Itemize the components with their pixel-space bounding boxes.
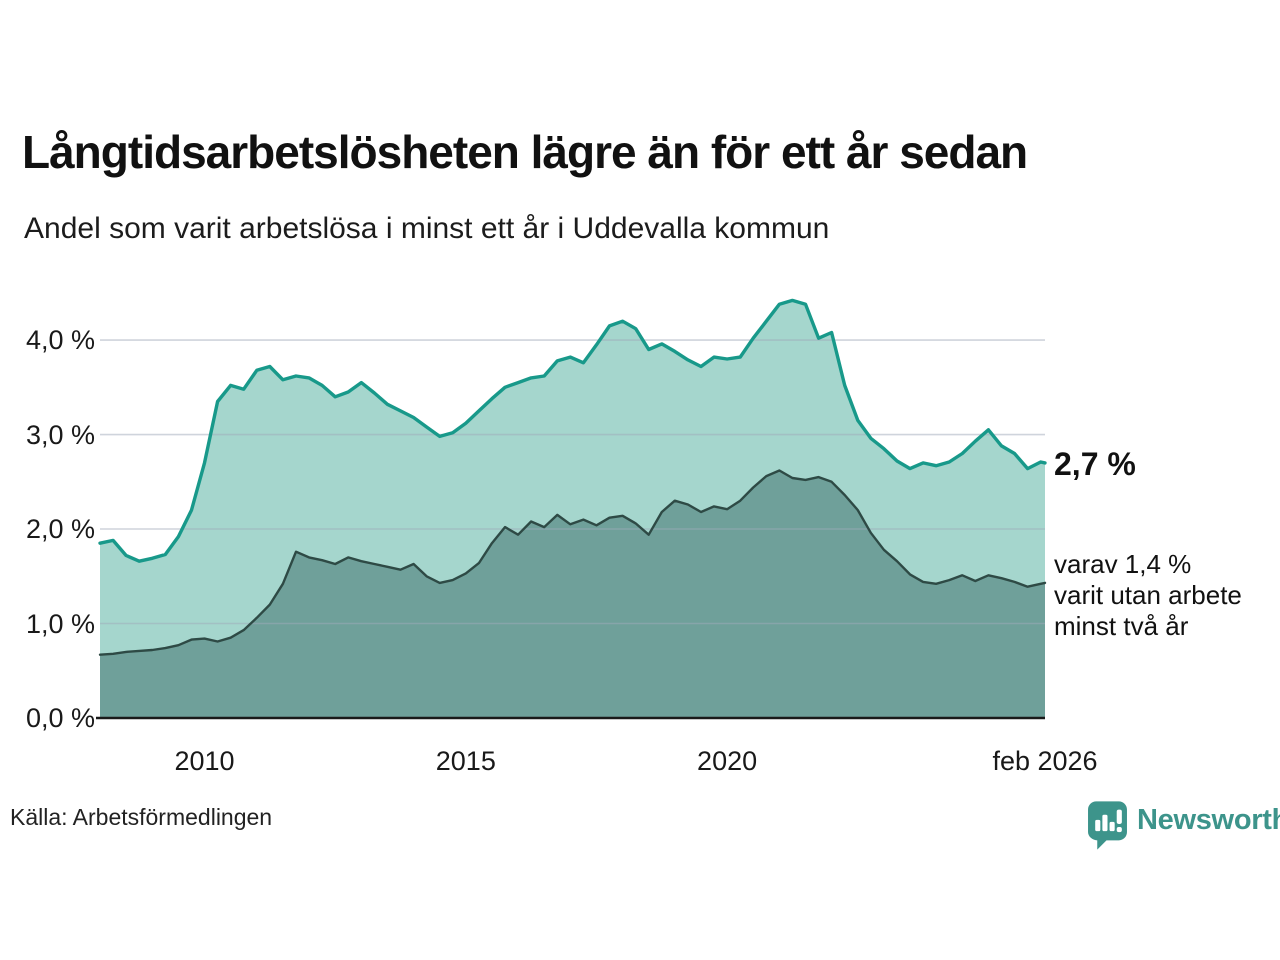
- secondary-label-line-3: minst två år: [1054, 611, 1189, 641]
- secondary-label-line-2: varit utan arbete: [1054, 580, 1242, 610]
- latest-value-label: 2,7 %: [1054, 446, 1136, 482]
- y-axis-tick-label: 1,0 %: [25, 608, 95, 639]
- x-axis-tick-label: feb 2026: [992, 746, 1098, 776]
- newsworthy-icon: [1088, 801, 1127, 850]
- chart-subtitle: Andel som varit arbetslösa i minst ett å…: [24, 212, 830, 245]
- source-attribution: Källa: Arbetsförmedlingen: [10, 804, 273, 830]
- secondary-label-line-1: varav 1,4 %: [1054, 549, 1192, 579]
- series-line-1: [98, 469, 1047, 656]
- unemployment-area-chart: 0,0 % 1,0 % 2,0 % 3,0 % 4,0 % 2010 2015 2020 feb…: [0, 290, 1280, 810]
- newsworthy-wordmark: Newsworthy: [1137, 804, 1280, 836]
- mini-bar-chart: [1095, 809, 1122, 833]
- chart-title: Långtidsarbetslösheten lägre än för ett …: [22, 126, 1028, 178]
- y-axis-tick-label: 2,0 %: [25, 514, 95, 545]
- x-axis-tick-label: 2010: [174, 746, 235, 776]
- series-line-0: [98, 298, 1047, 563]
- x-axis-tick-label: 2015: [435, 746, 496, 776]
- newsworthy-logo: Newsworthy: [1087, 800, 1280, 850]
- y-axis-tick-label: 0,0 %: [25, 703, 95, 733]
- secondary-series-label: varav 1,4 % varit utan arbete minst två …: [1054, 549, 1242, 642]
- chart-plot-svg: [96, 298, 1047, 720]
- y-axis-tick-label: 4,0 %: [25, 325, 95, 356]
- y-axis-tick-label: 3,0 %: [25, 419, 95, 450]
- series-area-1: [100, 470, 1045, 718]
- x-axis-tick-label: 2020: [697, 746, 758, 776]
